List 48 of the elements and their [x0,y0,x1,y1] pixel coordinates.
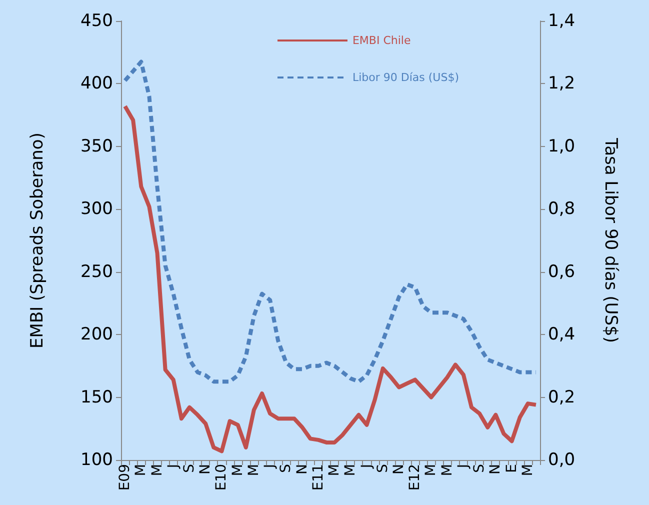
y2-tick-label: 1,0 [548,136,576,156]
x-tick-label: S [181,464,198,473]
x-tick-label: E12 [407,464,424,491]
x-tick-label: N [390,464,407,474]
text: EMBI Chile [352,34,411,47]
x-tick-label: N [488,464,504,474]
x-tick-label: N [198,464,214,474]
x-tick-label: E11 [310,464,326,491]
x-tick-label: S [374,464,391,473]
y-tick-label: 100 [80,450,113,470]
x-tick-label: M [246,464,262,476]
y2-tick-label: 0,4 [548,324,576,345]
x-tick-label: M [133,464,150,476]
line-series [123,104,538,454]
x-tick-label: M [520,464,536,476]
x-tick-label: E09 [117,464,134,491]
y-tick-label: 450 [80,11,113,31]
y-tick-label: 200 [80,324,113,345]
x-tick-label: J [455,464,472,470]
x-tick-label: M [439,464,456,476]
y2-tick-label: 0,0 [548,450,576,470]
y-tick-label: 150 [80,387,113,408]
x-tick-label: N [294,464,310,474]
x-tick-label: M [342,464,359,476]
y2-tick-label: 1,2 [548,74,576,94]
x-tick-label: J [262,464,278,470]
y2-tick-label: 1,4 [548,11,576,31]
y-axis-title: EMBI (Spreads Soberano) [28,132,48,348]
x-tick-label: J [358,464,375,470]
y-tick-label: 300 [80,199,113,220]
y2-tick-label: 0,2 [548,387,576,408]
y2-axis-title: Tasa Libor 90 días (US$) [600,137,620,343]
line-series [123,60,538,384]
x-tick-label: S [278,464,294,473]
x-tick-label: S [472,464,488,473]
x-tick-label: M [326,464,343,476]
y2-tick-label: 0,6 [548,262,576,282]
x-tick-label: E10 [214,464,230,491]
y-tick-label: 400 [80,74,113,94]
x-tick-label: M [230,464,246,476]
text: Libor 90 Días (US$) [352,71,460,84]
x-tick-label: M [149,464,166,476]
x-tick-label: E [504,464,520,473]
x-tick-label: J [165,464,182,470]
y2-tick-label: 0,8 [548,199,576,220]
x-tick-label: M [423,464,440,476]
y-tick-label: 250 [80,262,113,282]
y-tick-label: 350 [80,136,113,156]
